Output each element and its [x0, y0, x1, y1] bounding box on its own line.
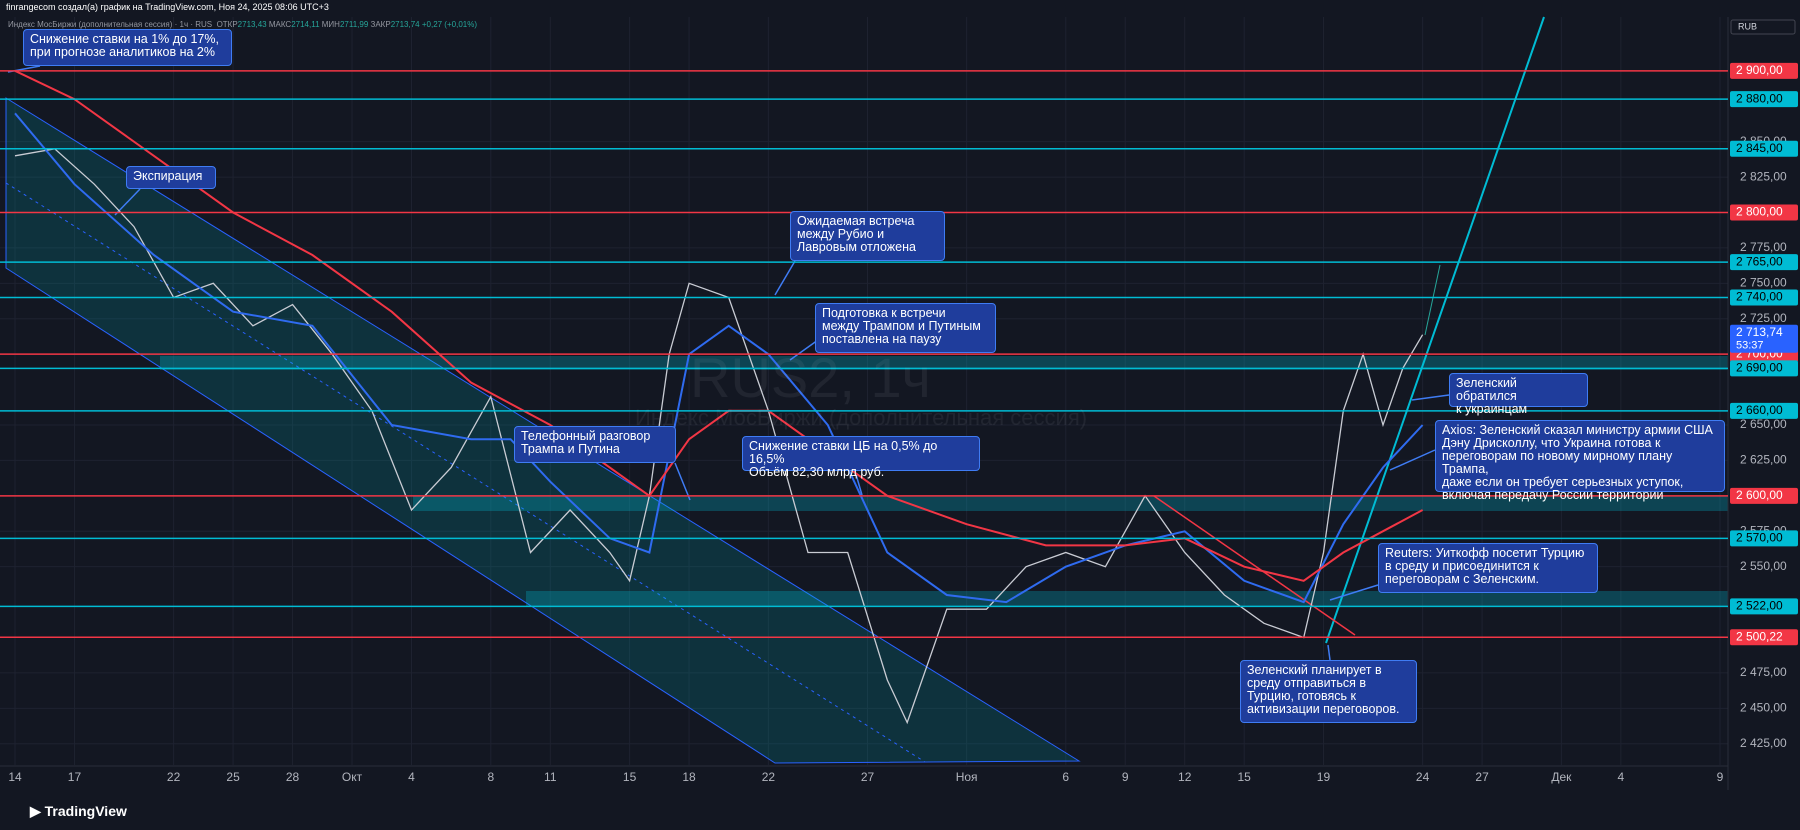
ohlc-label: ЗАКР [370, 20, 391, 29]
level-badge [1730, 360, 1798, 377]
x-tick-label: 4 [1618, 770, 1625, 784]
ohlc-value: 2713,74 [390, 20, 420, 29]
x-tick-label: 14 [8, 770, 22, 784]
level-label: 2 690,00 [1736, 361, 1783, 375]
y-tick-label: 2 475,00 [1740, 665, 1787, 679]
annotation: Зеленский обратился к украинцам [1449, 373, 1588, 416]
level-label: 2 740,00 [1736, 290, 1783, 304]
annotation: Снижение ставки на 1% до 17%, при прогно… [23, 29, 232, 66]
change: +0,27 (+0,01%) [421, 20, 477, 29]
zone [413, 496, 1728, 511]
ohlc-value: 2711,99 [339, 20, 369, 29]
projection-arrow [1424, 264, 1441, 336]
plot-background [0, 17, 1728, 790]
x-tick-label: 12 [1178, 770, 1192, 784]
channel-midline [5, 182, 926, 763]
level-badge [1730, 204, 1798, 221]
currency-box [1730, 19, 1796, 35]
annotation: Reuters: Уиткофф посетит Турцию в среду … [1378, 543, 1598, 593]
level-badge [1730, 487, 1798, 504]
trend-line [1153, 495, 1356, 636]
x-tick-label: 15 [1238, 770, 1252, 784]
y-tick-label: 2 625,00 [1740, 453, 1787, 467]
x-tick-label: 9 [1122, 770, 1129, 784]
level-label: 2 880,00 [1736, 91, 1783, 105]
x-tick-label: 11 [544, 770, 557, 784]
y-tick-label: 2 425,00 [1740, 736, 1787, 750]
y-tick-label: 2 650,00 [1740, 417, 1787, 431]
annotation: Ожидаемая встреча между Рубио и Лавровым… [790, 211, 945, 261]
level-badge [1730, 140, 1798, 157]
level-label: 2 765,00 [1736, 254, 1783, 268]
watermark-symbol: RUS2, 1ч [690, 346, 931, 409]
level-badge [1730, 530, 1798, 547]
ohlc-label: МИН [321, 20, 340, 29]
level-label: 2 500,22 [1736, 629, 1783, 643]
level-badge [1730, 402, 1798, 419]
level-badge [1730, 598, 1798, 615]
annotation: Axios: Зеленский сказал министру армии С… [1435, 420, 1725, 502]
annotation: Подготовка к встречи между Трампом и Пут… [815, 303, 996, 353]
annotation-pointers [7, 65, 1450, 661]
x-tick-label: 6 [1062, 770, 1069, 784]
zone [526, 591, 1728, 606]
x-tick-label: 18 [682, 770, 696, 784]
x-tick-label: 22 [167, 770, 181, 784]
x-tick-label: 9 [1717, 770, 1724, 784]
x-tick-label: Ноя [956, 770, 978, 784]
level-label: 2 900,00 [1736, 63, 1783, 77]
symbol-legend: Индекс МосБиржи (дополнительная сессия) … [8, 20, 477, 29]
level-badge [1730, 289, 1798, 306]
footer-logo: ▶ TradingView [30, 803, 127, 819]
ohlc-value: 2714,11 [291, 20, 320, 29]
x-tick-label: 8 [487, 770, 494, 784]
y-tick-label: 2 750,00 [1740, 276, 1787, 290]
x-tick-label: 27 [1475, 770, 1489, 784]
currency: RUB [1738, 21, 1757, 31]
level-badge [1730, 254, 1798, 271]
x-tick-label: 17 [68, 770, 82, 784]
x-tick-label: 4 [408, 770, 415, 784]
y-tick-label: 2 825,00 [1740, 169, 1787, 183]
level-label: 2 800,00 [1736, 205, 1783, 219]
x-tick-label: Окт [342, 770, 363, 784]
watermark-name: Индекс МосБиржи (дополнительная сессия) [635, 405, 1088, 430]
symbol: Индекс МосБиржи (дополнительная сессия) … [8, 20, 213, 29]
x-tick-label: 25 [226, 770, 240, 784]
annotation: Экспирация [126, 166, 216, 189]
y-tick-label: 2 775,00 [1740, 240, 1787, 254]
price-line [14, 112, 1424, 604]
ohlc-value: 2713,43 [237, 20, 267, 29]
countdown: 53:37 [1736, 340, 1764, 352]
level-badge [1730, 62, 1798, 79]
ohlc-label: ОТКР [216, 20, 238, 29]
level-label: 2 570,00 [1736, 531, 1783, 545]
y-tick-label: 2 550,00 [1740, 559, 1787, 573]
current-price: 2 713,74 [1736, 325, 1783, 339]
level-badge [1730, 91, 1798, 108]
y-tick-label: 2 450,00 [1740, 701, 1787, 715]
level-label: 2 660,00 [1736, 403, 1783, 417]
level-label: 2 522,00 [1736, 599, 1783, 613]
x-tick-label: 27 [861, 770, 875, 784]
zone [160, 356, 1728, 370]
y-tick-label: 2 725,00 [1740, 311, 1787, 325]
x-tick-label: Дек [1551, 770, 1572, 784]
ohlc-label: МАКС [268, 20, 292, 29]
annotation: Зеленский планирует в среду отправиться … [1240, 660, 1417, 723]
header: finrangecom создал(а) график на TradingV… [6, 2, 329, 12]
x-tick-label: 22 [762, 770, 776, 784]
x-tick-label: 24 [1416, 770, 1430, 784]
current-price-badge [1730, 324, 1798, 353]
x-tick-label: 19 [1317, 770, 1331, 784]
annotation: Снижение ставки ЦБ на 0,5% до 16,5% Объё… [742, 436, 980, 479]
x-tick-label: 15 [623, 770, 637, 784]
footer-brand: TradingView [44, 803, 127, 819]
level-badge [1730, 629, 1798, 646]
level-label: 2 845,00 [1736, 141, 1783, 155]
x-tick-label: 28 [286, 770, 300, 784]
level-label: 2 600,00 [1736, 488, 1783, 502]
annotation: Телефонный разговор Трампа и Путина [514, 426, 676, 463]
